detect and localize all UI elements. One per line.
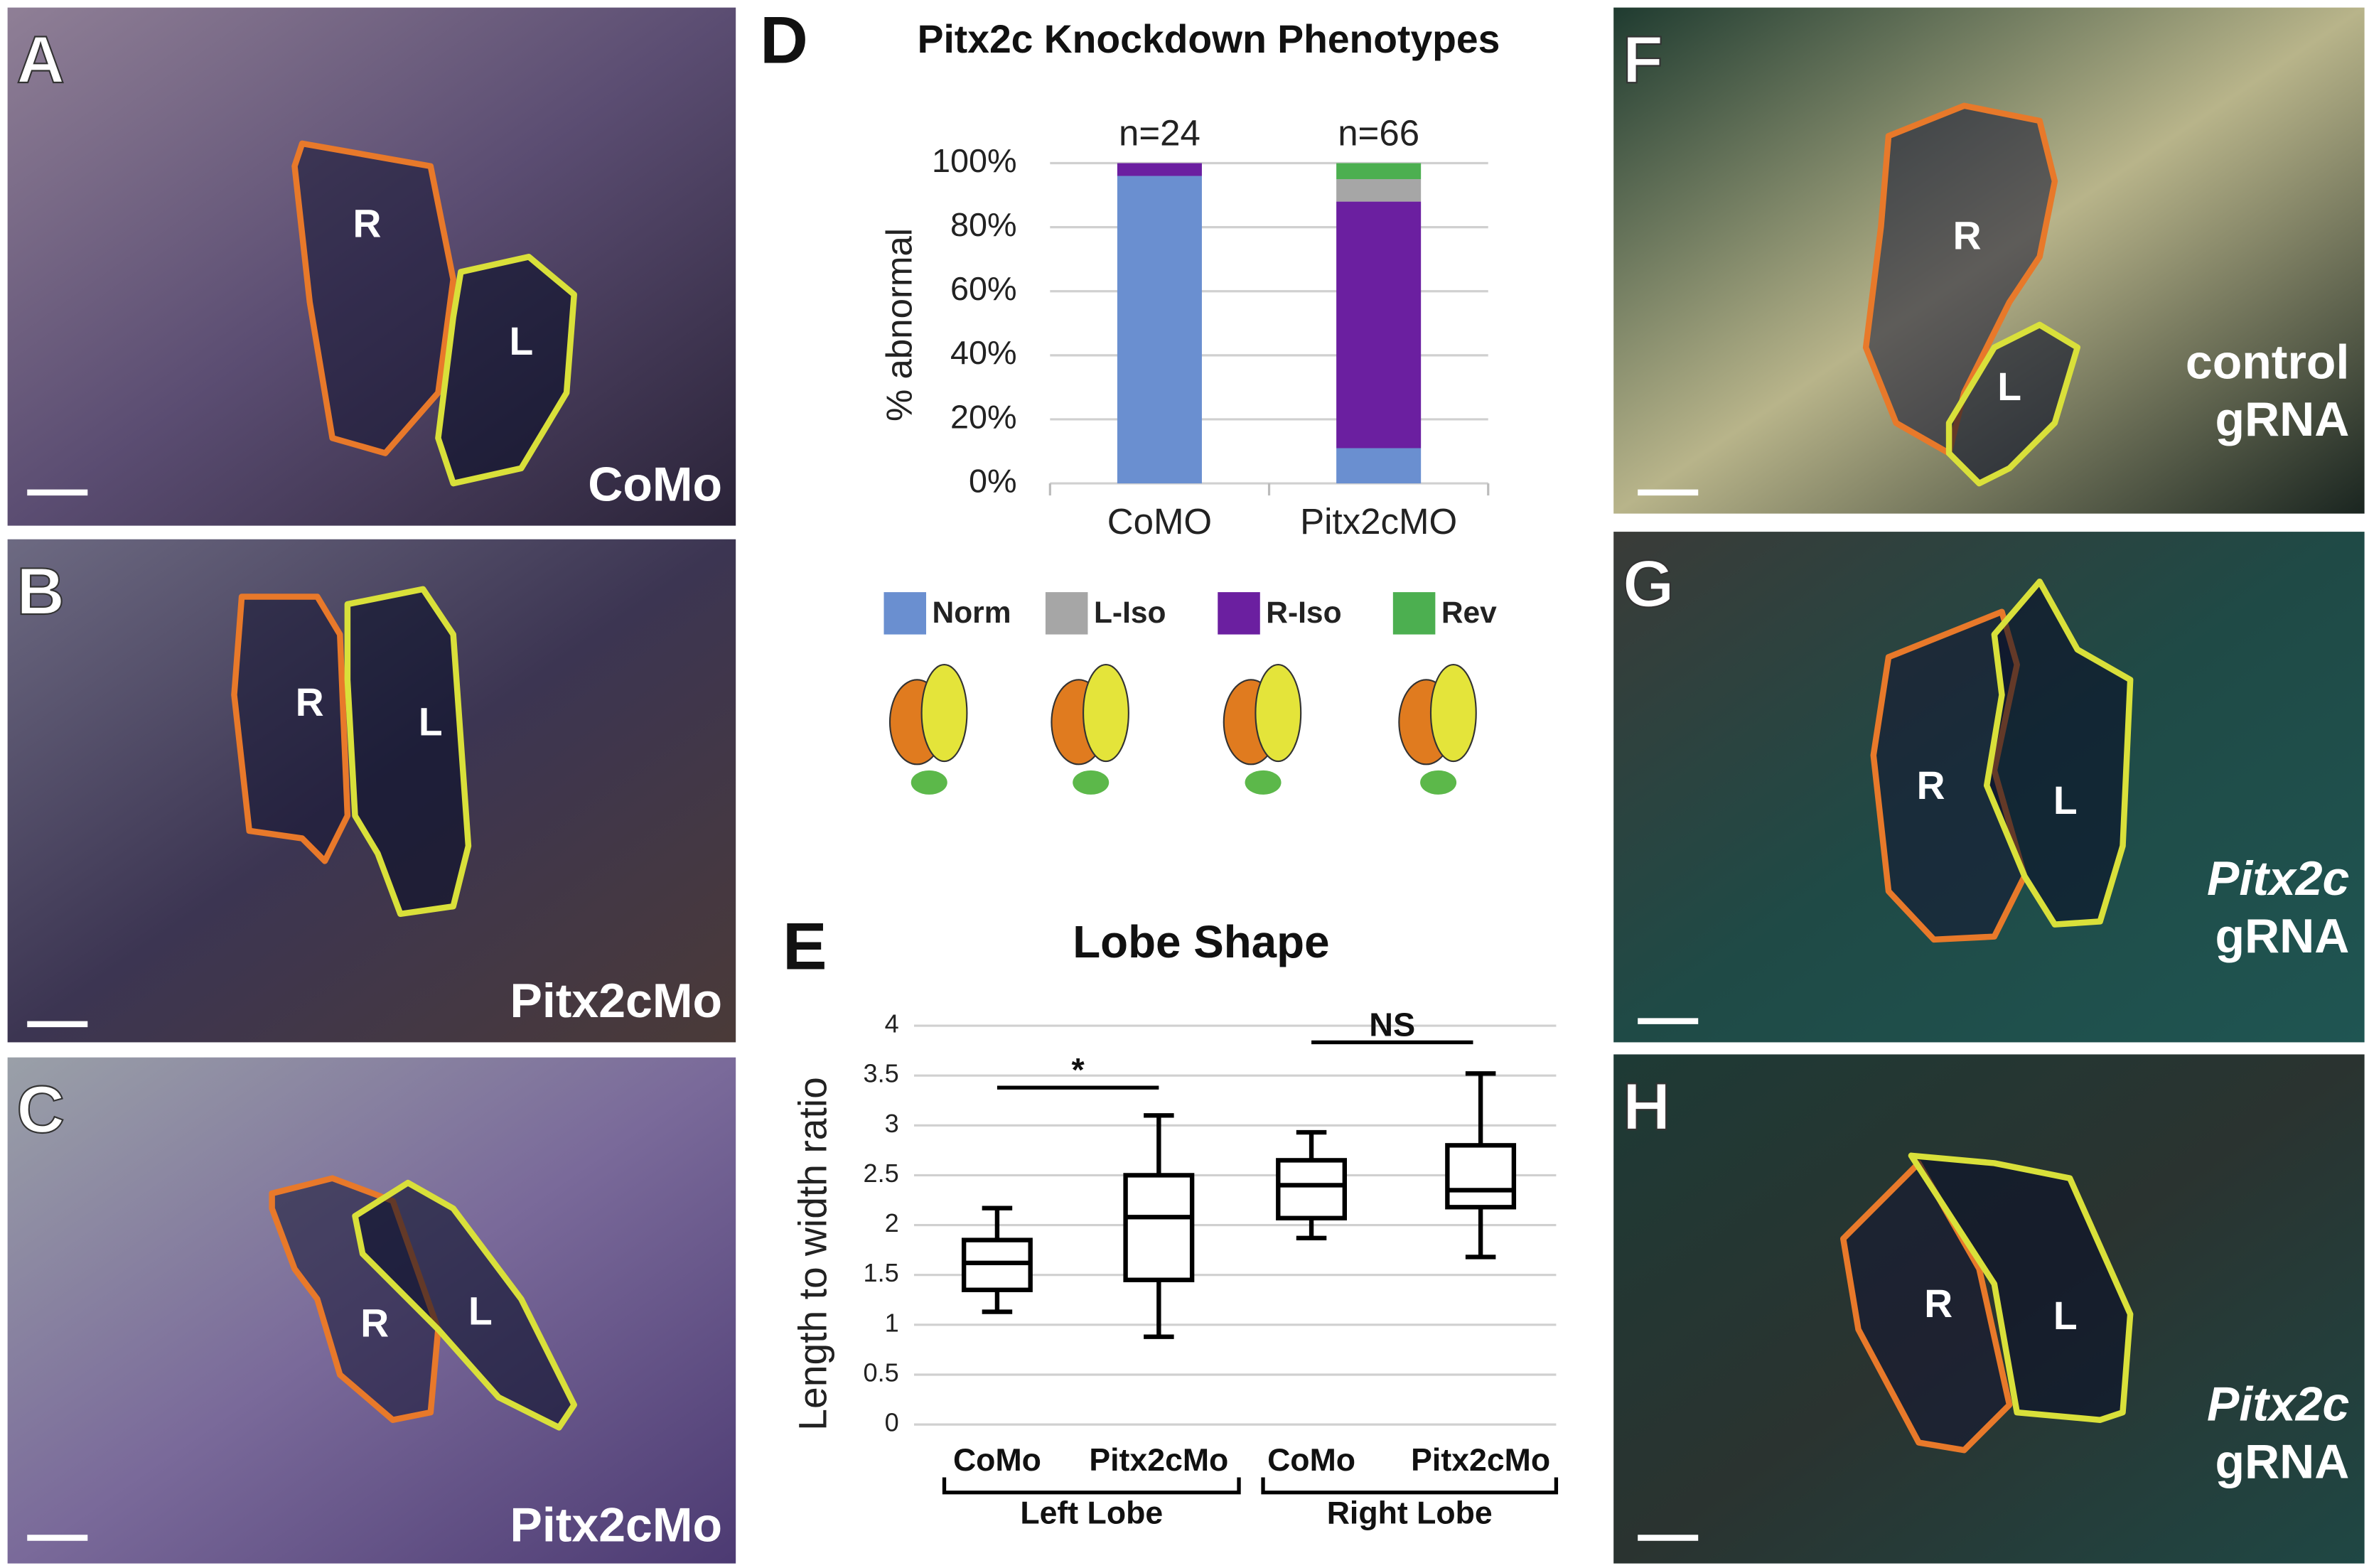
legend-swatch (1045, 592, 1088, 635)
chart-title: Pitx2c Knockdown Phenotypes (918, 17, 1500, 61)
right-lobe-outline (1862, 102, 2058, 456)
lobe-label: R (360, 1301, 389, 1346)
y-tick-label: 80% (950, 206, 1017, 243)
panel-letter: G (1623, 547, 1675, 621)
x-tick-label: CoMo (1267, 1443, 1355, 1478)
bar-segment (1336, 448, 1422, 484)
lobe-label: R (353, 201, 382, 245)
y-tick-label: 20% (950, 398, 1017, 435)
y-tick-label: 1 (885, 1308, 899, 1337)
lobe-label: L (2053, 1294, 2078, 1338)
category-note: n=66 (1338, 113, 1419, 154)
legend-swatch (1392, 592, 1436, 635)
y-tick-label: 3 (885, 1109, 899, 1138)
legend-swatch (883, 592, 927, 635)
box (1445, 1143, 1517, 1210)
lobe-label: L (419, 700, 443, 744)
panel-caption: Pitx2c (2207, 1378, 2349, 1432)
group-label: Right Lobe (1327, 1495, 1493, 1530)
group-bracket (1261, 1477, 1559, 1495)
y-tick-label: 0% (969, 462, 1017, 499)
icon-left-lobe (1255, 664, 1302, 763)
lobe-label: L (468, 1289, 493, 1333)
lobe-label: L (509, 319, 533, 363)
chart-title: Lobe Shape (1073, 916, 1329, 967)
y-tick-label: 0 (885, 1408, 899, 1437)
y-tick-label: 4 (885, 1009, 899, 1038)
y-tick-label: 2 (885, 1208, 899, 1237)
lobe-label: R (296, 680, 324, 724)
x-tick-label: CoMO (1107, 501, 1212, 542)
panel-letter: E (783, 909, 827, 984)
icon-bud (1245, 770, 1282, 795)
lobe-label: L (2053, 778, 2078, 822)
x-tick-label: Pitx2cMO (1300, 501, 1457, 542)
y-tick-label: 60% (950, 270, 1017, 307)
legend-label: R-Iso (1266, 596, 1341, 630)
panel-caption: gRNA (2215, 1434, 2349, 1488)
y-tick-label: 0.5 (864, 1358, 899, 1387)
panel-letter: A (16, 22, 65, 97)
panel-caption: Pitx2cMo (510, 1498, 722, 1552)
bar-segment (1336, 201, 1422, 449)
category-note: n=24 (1119, 113, 1200, 154)
panel-caption: gRNA (2215, 909, 2349, 963)
left-lobe-outline (1945, 321, 2081, 487)
box (1276, 1158, 1348, 1220)
legend-label: Rev (1441, 596, 1497, 630)
group-label: Left Lobe (1020, 1495, 1163, 1530)
y-axis-label: % abnormal (879, 228, 919, 421)
panel-caption: Pitx2cMo (510, 974, 722, 1028)
left-lobe-outline (352, 1179, 577, 1431)
panel-letter: D (760, 2, 808, 77)
group-bracket (942, 1477, 1241, 1495)
icon-bud (910, 770, 947, 795)
left-lobe-outline (1983, 578, 2134, 928)
bar-segment (1117, 163, 1202, 176)
panel-letter: B (16, 554, 65, 628)
panel-caption: Pitx2c (2207, 852, 2349, 906)
x-tick-label: Pitx2cMo (1411, 1443, 1550, 1478)
panel-caption: gRNA (2215, 392, 2349, 446)
x-tick-label: CoMo (953, 1443, 1041, 1478)
y-tick-label: 3.5 (864, 1059, 899, 1088)
panel-letter: H (1623, 1069, 1671, 1144)
left-lobe-outline (435, 254, 577, 487)
icon-left-lobe (920, 664, 968, 763)
y-tick-label: 2.5 (864, 1159, 899, 1188)
panel-caption: control (2186, 335, 2349, 389)
lobe-label: R (1924, 1282, 1952, 1326)
bar-segment (1117, 176, 1202, 484)
legend-swatch (1218, 592, 1260, 635)
panel-letter: C (16, 1072, 65, 1147)
right-lobe-outline (231, 594, 351, 864)
x-tick-label: Pitx2cMo (1089, 1443, 1228, 1478)
left-lobe-outline (344, 586, 472, 918)
panel-letter: F (1623, 22, 1663, 97)
significance-label: NS (1369, 1006, 1415, 1043)
lobe-label: R (1953, 213, 1982, 257)
legend-label: L-Iso (1094, 596, 1166, 630)
panel-caption: CoMo (588, 457, 722, 511)
left-lobe-outline (1908, 1152, 2134, 1423)
icon-left-lobe (1083, 664, 1129, 763)
right-lobe-outline (291, 140, 456, 456)
icon-left-lobe (1429, 664, 1477, 763)
y-axis-label: Length to width ratio (790, 1077, 834, 1431)
bar-segment (1336, 179, 1422, 202)
y-tick-label: 40% (950, 334, 1017, 371)
legend-label: Norm (933, 596, 1011, 630)
y-tick-label: 1.5 (864, 1258, 899, 1287)
significance-label: * (1072, 1051, 1085, 1088)
lobe-label: R (1917, 763, 1945, 807)
y-tick-label: 100% (932, 142, 1017, 179)
icon-bud (1420, 770, 1457, 795)
box (1123, 1173, 1195, 1282)
lobe-label: L (1997, 365, 2021, 409)
bar-segment (1336, 163, 1422, 180)
icon-bud (1073, 770, 1110, 795)
